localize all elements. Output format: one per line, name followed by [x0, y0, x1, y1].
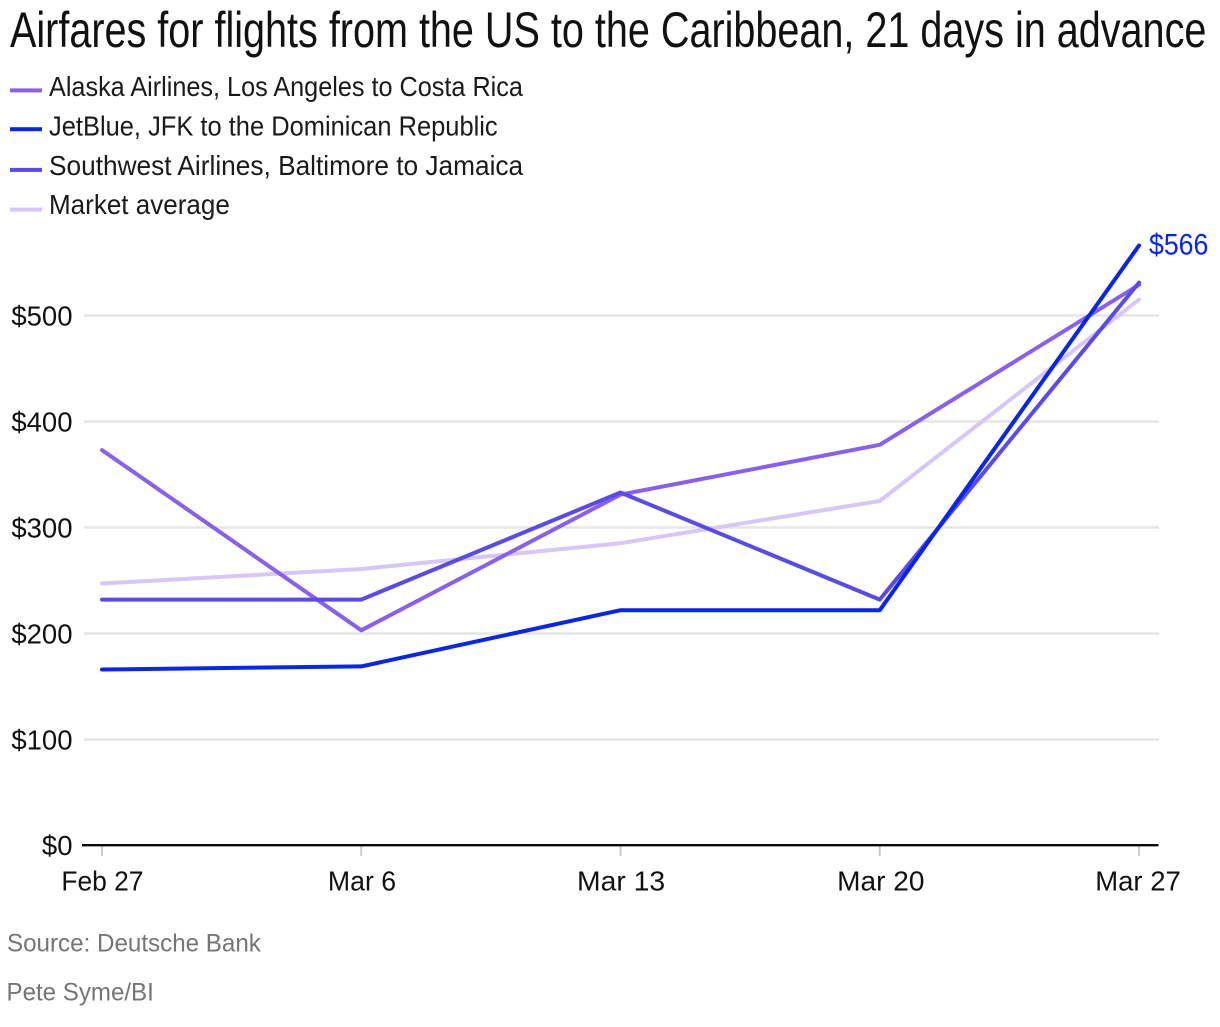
- svg-text:$400: $400: [11, 406, 72, 437]
- svg-text:Feb 27: Feb 27: [61, 866, 143, 897]
- svg-text:Mar 6: Mar 6: [328, 865, 396, 896]
- svg-text:Mar 20: Mar 20: [837, 866, 924, 897]
- svg-text:$300: $300: [11, 512, 72, 543]
- svg-text:$500: $500: [11, 300, 72, 331]
- svg-text:Market average: Market average: [49, 190, 230, 221]
- svg-text:$0: $0: [42, 830, 73, 861]
- svg-text:Pete Syme/BI: Pete Syme/BI: [7, 979, 154, 1006]
- svg-text:Mar 27: Mar 27: [1095, 866, 1181, 897]
- svg-text:Alaska Airlines, Los Angeles t: Alaska Airlines, Los Angeles to Costa Ri…: [49, 71, 523, 102]
- svg-text:Airfares for flights from the: Airfares for flights from the US to the …: [10, 2, 1206, 59]
- svg-text:JetBlue, JFK to the Dominican: JetBlue, JFK to the Dominican Republic: [49, 110, 498, 141]
- svg-text:$200: $200: [11, 618, 72, 649]
- svg-text:Source: Deutsche Bank: Source: Deutsche Bank: [7, 930, 262, 957]
- svg-text:Mar 13: Mar 13: [577, 866, 665, 897]
- svg-text:$100: $100: [11, 724, 72, 755]
- svg-text:Southwest Airlines, Baltimore: Southwest Airlines, Baltimore to Jamaica: [49, 150, 523, 181]
- svg-text:$566: $566: [1149, 228, 1208, 262]
